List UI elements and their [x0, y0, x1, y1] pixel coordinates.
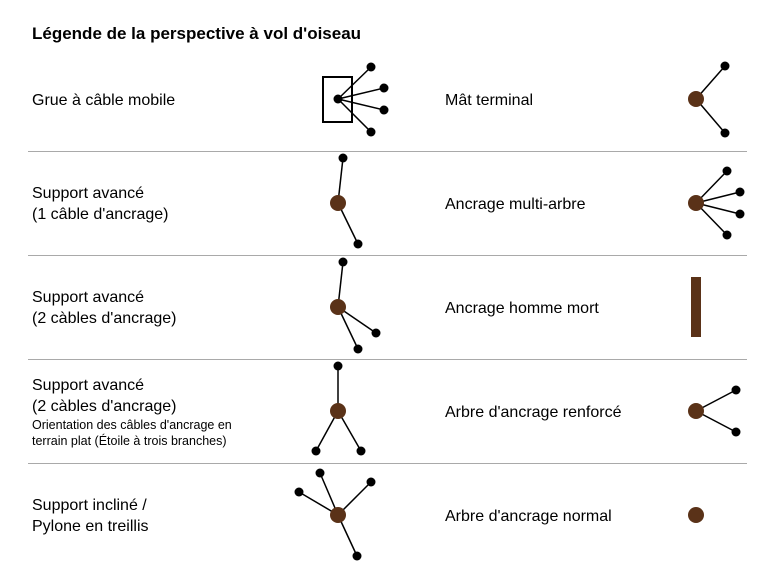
advanced-support-flat-terrain-icon — [311, 361, 366, 456]
normal-anchor-tree-icon — [688, 507, 704, 523]
label-advanced-support-flat-line1: Support avancé — [32, 377, 145, 394]
label-reinforced-anchor-tree: Arbre d'ancrage renforcé — [445, 404, 622, 421]
label-terminal-mast: Mât terminal — [445, 92, 534, 109]
reinforced-anchor-tree-icon — [688, 385, 741, 437]
label-deadman-anchor: Ancrage homme mort — [445, 300, 599, 317]
label-advanced-support-2-line2: (2 càbles d'ancrage) — [32, 310, 177, 327]
row-divider — [28, 255, 747, 256]
note-flat-terrain-line2: terrain plat (Étoile à trois branches) — [32, 434, 227, 448]
advanced-support-2-cables-icon — [330, 257, 381, 354]
row-divider — [28, 151, 747, 152]
terminal-mast-icon — [688, 61, 730, 138]
deadman-anchor-icon — [691, 277, 701, 337]
row-divider — [28, 463, 747, 464]
label-inclined-support-line1: Support incliné / — [32, 497, 147, 514]
label-mobile-cable-crane: Grue à câble mobile — [32, 92, 176, 109]
legend-title: Légende de la perspective à vol d'oiseau — [32, 24, 362, 43]
label-inclined-support-line2: Pylone en treillis — [32, 518, 149, 535]
label-advanced-support-1-line1: Support avancé — [32, 185, 145, 202]
multi-tree-anchor-icon — [688, 166, 745, 240]
label-advanced-support-1-line2: (1 câble d'ancrage) — [32, 206, 169, 223]
note-flat-terrain-line1: Orientation des câbles d'ancrage en — [32, 418, 232, 432]
label-normal-anchor-tree: Arbre d'ancrage normal — [445, 508, 612, 525]
row-divider — [28, 359, 747, 360]
label-advanced-support-flat-line2: (2 càbles d'ancrage) — [32, 398, 177, 415]
inclined-support-lattice-pylon-icon — [294, 468, 376, 561]
label-advanced-support-2-line1: Support avancé — [32, 289, 145, 306]
mobile-cable-crane-icon — [322, 62, 389, 137]
advanced-support-1-cable-icon — [330, 153, 363, 249]
label-multi-tree-anchor: Ancrage multi-arbre — [445, 196, 586, 213]
